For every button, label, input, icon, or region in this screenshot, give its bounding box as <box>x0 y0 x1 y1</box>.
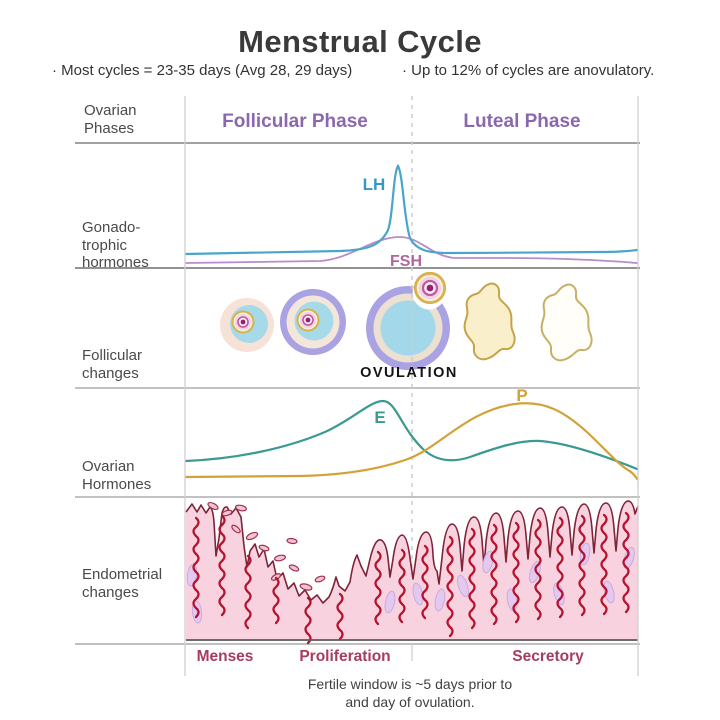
uterine-phase-menses: Menses <box>196 648 254 665</box>
grid-lines <box>75 142 640 645</box>
row-label-gonadotrophic-hormones: Gonado- trophic hormones <box>82 219 149 272</box>
gonadotrophic-hormone-chart <box>184 163 639 264</box>
luteal-phase-header: Luteal Phase <box>463 111 581 132</box>
uterine-phase-secretory: Secretory <box>512 648 584 665</box>
progesterone-curve-label: P <box>516 386 527 405</box>
row-label-ovarian-phases: Ovarian Phases <box>84 102 137 137</box>
row-label-ovarian-hormones: Ovarian Hormones <box>82 458 152 493</box>
endometrium-tissue <box>186 501 638 641</box>
note-cycle-length: · Most cycles = 23-35 days (Avg 28, 29 d… <box>52 62 353 79</box>
page-title: Menstrual Cycle <box>238 24 482 59</box>
note-anovulatory: · Up to 12% of cycles are anovulatory. <box>402 62 655 79</box>
fsh-curve-label: FSH <box>390 253 422 270</box>
follicular-phase-header: Follicular Phase <box>222 111 368 132</box>
endometrium-illustration <box>185 500 639 645</box>
follicle-stages-illustration <box>220 271 593 370</box>
row-label-endometrial-changes: Endometrial changes <box>82 566 163 601</box>
estrogen-curve <box>184 399 639 471</box>
uterine-phase-proliferation: Proliferation <box>299 648 391 665</box>
lh-curve <box>184 163 639 256</box>
corpus-albicans-illustration <box>540 283 593 362</box>
lh-curve-label: LH <box>363 175 386 194</box>
progesterone-curve <box>184 402 639 481</box>
fertile-window-note: Fertile window is ~5 days prior to and d… <box>307 676 513 711</box>
shed-tissue-fragments <box>207 501 326 591</box>
ovarian-hormone-chart <box>184 399 639 481</box>
growing-follicle-illustration <box>280 289 346 355</box>
primary-follicle-illustration <box>220 298 274 352</box>
corpus-luteum-illustration <box>463 282 516 361</box>
endometrium-outline <box>185 500 639 604</box>
row-label-follicular-changes: Follicular changes <box>82 347 143 382</box>
ovulation-caption: OVULATION <box>360 365 458 381</box>
released-ovum-illustration <box>413 271 447 305</box>
estrogen-curve-label: E <box>374 408 385 427</box>
chart-borders <box>184 96 639 676</box>
